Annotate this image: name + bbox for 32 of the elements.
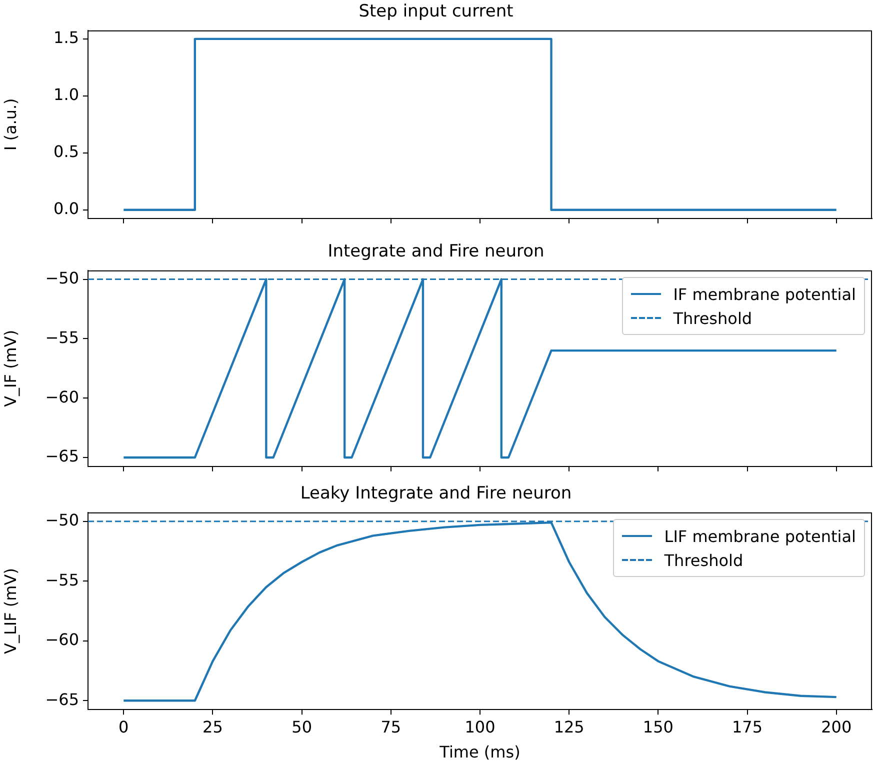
y-tick-label: −50 bbox=[45, 268, 79, 288]
legend-label: Threshold bbox=[664, 550, 744, 570]
x-tick-label: 100 bbox=[464, 717, 496, 736]
y-tick-label: 0.5 bbox=[54, 142, 79, 162]
legend-label: IF membrane potential bbox=[673, 284, 856, 304]
x-axis-title: Time (ms) bbox=[438, 742, 520, 762]
chart-title: Step input current bbox=[358, 2, 514, 22]
x-tick-label: 75 bbox=[380, 717, 402, 736]
y-tick-label: 0.0 bbox=[54, 199, 79, 218]
y-tick-label: −65 bbox=[45, 446, 79, 466]
x-tick-label: 125 bbox=[554, 717, 584, 736]
x-tick-label: 175 bbox=[732, 717, 763, 736]
y-tick-label: −50 bbox=[45, 510, 79, 530]
y-axis-title: V_IF (mV) bbox=[0, 330, 20, 407]
y-axis-title: V_LIF (mV) bbox=[0, 568, 20, 654]
x-tick-label: 25 bbox=[202, 717, 223, 736]
x-tick-label: 150 bbox=[642, 717, 674, 736]
x-tick-label: 50 bbox=[292, 717, 312, 736]
y-tick-label: −60 bbox=[45, 387, 79, 406]
y-tick-label: −55 bbox=[45, 570, 79, 590]
chart-title: Leaky Integrate and Fire neuron bbox=[300, 484, 572, 504]
y-axis-title: I (a.u.) bbox=[0, 98, 20, 151]
y-tick-label: −60 bbox=[45, 630, 79, 650]
legend-label: Threshold bbox=[673, 308, 752, 328]
y-tick-label: 1.0 bbox=[54, 85, 79, 104]
x-tick-label: 200 bbox=[821, 717, 852, 736]
y-tick-label: −55 bbox=[45, 328, 79, 347]
chart-title: Integrate and Fire neuron bbox=[328, 242, 544, 262]
y-tick-label: −65 bbox=[45, 690, 79, 709]
legend-label: LIF membrane potential bbox=[664, 526, 856, 546]
y-tick-label: 1.5 bbox=[54, 28, 79, 48]
x-tick-label: 0 bbox=[118, 717, 129, 736]
